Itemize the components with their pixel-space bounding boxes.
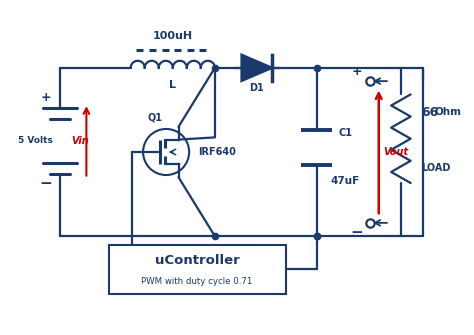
Text: Vin: Vin xyxy=(71,136,89,146)
Text: Q1: Q1 xyxy=(147,113,163,123)
Text: +: + xyxy=(40,91,51,105)
Text: PWM with duty cycle 0.71: PWM with duty cycle 0.71 xyxy=(141,277,253,286)
Text: 66: 66 xyxy=(421,106,438,119)
Text: 5 Volts: 5 Volts xyxy=(18,136,53,145)
Text: D1: D1 xyxy=(249,83,264,93)
Text: −: − xyxy=(350,225,363,240)
Text: 47uF: 47uF xyxy=(330,176,359,186)
Text: 100uH: 100uH xyxy=(153,30,193,41)
Text: IRF640: IRF640 xyxy=(198,147,236,157)
Text: C1: C1 xyxy=(339,128,353,138)
Text: Ohm: Ohm xyxy=(434,107,461,117)
Text: L: L xyxy=(169,80,176,90)
Text: Vout: Vout xyxy=(383,147,408,157)
Polygon shape xyxy=(241,55,273,81)
Text: LOAD: LOAD xyxy=(421,162,450,173)
Text: +: + xyxy=(351,65,362,78)
FancyBboxPatch shape xyxy=(109,245,286,294)
Text: −: − xyxy=(39,177,52,191)
Text: uController: uController xyxy=(155,254,239,267)
